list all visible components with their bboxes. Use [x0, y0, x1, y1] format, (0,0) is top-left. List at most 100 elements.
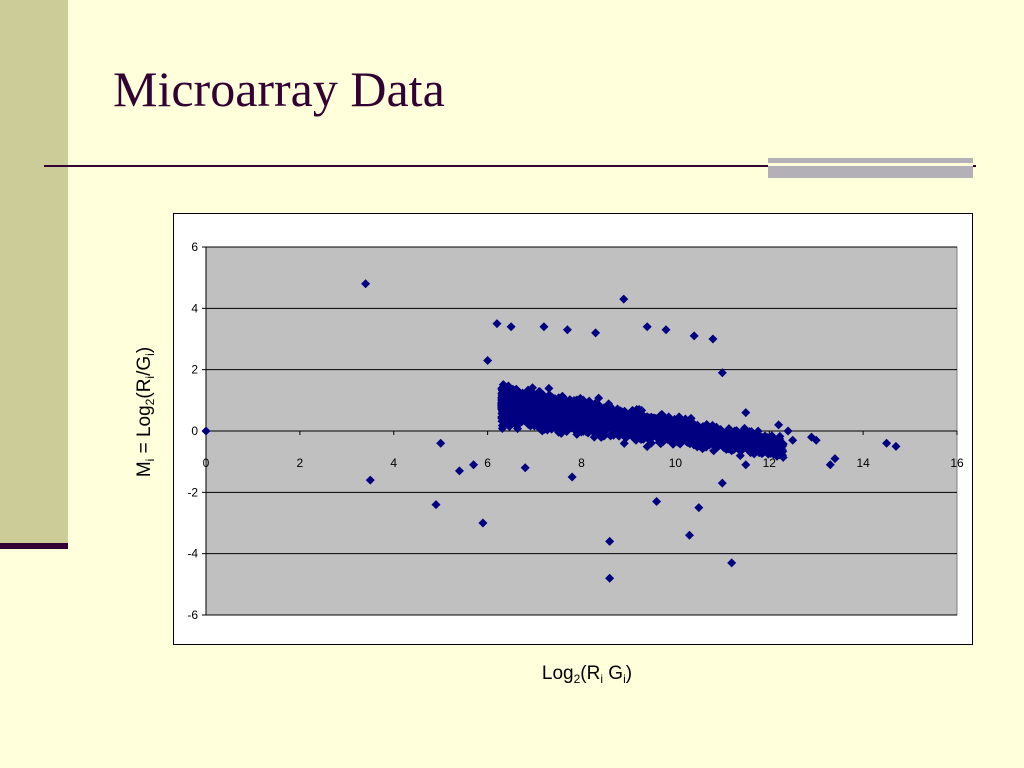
slide-title: Microarray Data [113, 61, 445, 117]
y-tick-label: 4 [191, 301, 198, 315]
data-point [592, 422, 602, 432]
data-point [492, 319, 502, 329]
sidebar-stripe [0, 0, 68, 545]
data-point [615, 423, 625, 433]
data-point [726, 443, 736, 453]
data-point [759, 447, 769, 457]
data-point [646, 438, 656, 448]
x-axis-label: Log2(Ri Gi) [541, 663, 633, 686]
data-point [697, 439, 707, 449]
data-point [513, 420, 523, 430]
data-point [523, 414, 533, 424]
data-point [653, 414, 663, 424]
x-tick-label: 6 [484, 456, 491, 470]
data-point [686, 413, 696, 423]
data-point [683, 435, 693, 445]
data-point [510, 416, 520, 426]
data-point [562, 325, 572, 335]
y-axis-label: Mi = Log2(Ri/Gi) [134, 346, 157, 478]
data-point [503, 414, 513, 424]
data-point [636, 416, 646, 426]
data-point [576, 407, 586, 417]
data-point [544, 383, 554, 393]
data-point [735, 451, 745, 461]
data-point [589, 432, 599, 442]
data-point [550, 394, 560, 404]
data-point [774, 420, 784, 430]
data-point [882, 438, 892, 448]
data-point [717, 478, 727, 488]
data-point [675, 439, 685, 449]
data-point [644, 425, 654, 435]
data-point [741, 460, 751, 470]
data-point [503, 389, 513, 399]
data-point [576, 412, 586, 422]
data-point [598, 424, 608, 434]
data-point [498, 399, 508, 409]
data-point [660, 434, 670, 444]
data-point [645, 415, 655, 425]
data-point [525, 393, 535, 403]
data-point [567, 423, 577, 433]
data-point [365, 475, 375, 485]
data-point [613, 415, 623, 425]
data-point [753, 426, 763, 436]
data-point [583, 415, 593, 425]
data-point [683, 422, 693, 432]
data-point [559, 395, 569, 405]
data-point [642, 322, 652, 332]
data-point [559, 404, 569, 414]
data-point [508, 402, 518, 412]
title-accent-bar [768, 158, 973, 178]
y-tick-label: -4 [187, 547, 198, 561]
data-point [529, 405, 539, 415]
data-point [726, 435, 736, 445]
data-point [811, 435, 821, 445]
data-point [516, 399, 526, 409]
y-tick-label: 2 [191, 363, 198, 377]
data-point [498, 394, 508, 404]
y-tick-label: -2 [187, 485, 198, 499]
data-point [569, 408, 579, 418]
data-point [469, 460, 479, 470]
data-point [539, 322, 549, 332]
data-point [540, 424, 550, 434]
data-point [583, 421, 593, 431]
data-point [737, 445, 747, 455]
data-point [361, 279, 371, 289]
data-point [512, 394, 522, 404]
data-point [568, 398, 578, 408]
data-point [536, 412, 546, 422]
data-point [891, 441, 901, 451]
data-point [760, 431, 770, 441]
data-point [689, 331, 699, 341]
x-tick-label: 8 [578, 456, 585, 470]
data-point [712, 424, 722, 434]
data-point [830, 454, 840, 464]
data-point [541, 408, 551, 418]
x-tick-label: 16 [950, 456, 964, 470]
data-point [727, 558, 737, 568]
data-point [536, 398, 546, 408]
data-point [631, 435, 641, 445]
x-tick-label: 0 [203, 456, 210, 470]
data-point [549, 411, 559, 421]
data-point [645, 431, 655, 441]
data-point [588, 415, 598, 425]
data-point [201, 426, 211, 436]
data-point [597, 431, 607, 441]
data-point [533, 395, 543, 405]
data-point [738, 441, 748, 451]
data-point [555, 410, 565, 420]
data-point [691, 426, 701, 436]
data-point [767, 441, 777, 451]
data-point [594, 393, 604, 403]
data-point [661, 325, 671, 335]
data-point [605, 402, 615, 412]
data-point [605, 419, 615, 429]
data-point [652, 432, 662, 442]
data-point [498, 389, 508, 399]
scatter-chart: 6 4 2 0 -2 -4 -6 0 2 4 6 8 10 12 14 16 [187, 240, 964, 622]
data-point [755, 441, 765, 451]
data-point [454, 466, 464, 476]
